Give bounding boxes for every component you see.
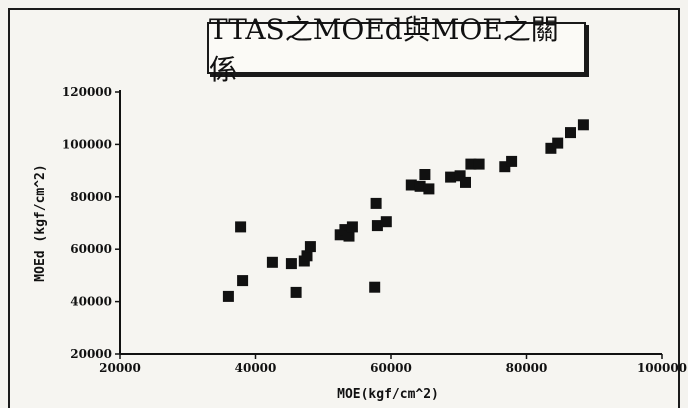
y-tick-label: 120000	[62, 85, 112, 99]
y-tick-label: 20000	[70, 347, 112, 361]
data-point	[266, 256, 278, 268]
x-tick-label: 40000	[235, 361, 277, 375]
y-tick-label: 60000	[70, 242, 112, 256]
data-point	[235, 221, 247, 233]
data-point	[545, 142, 557, 154]
data-point	[419, 169, 431, 180]
x-tick-label: 80000	[506, 361, 548, 375]
data-point	[499, 161, 511, 173]
tick-labels: 20000 40000 60000 80000 100000 20000 40000 6000…	[62, 85, 687, 375]
y-axis-label: MOEd (kgf/cm^2)	[33, 164, 48, 281]
data-point	[552, 137, 564, 149]
x-tick-label: 100000	[637, 361, 687, 375]
data-point	[304, 241, 316, 253]
data-point	[445, 171, 457, 183]
data-point	[414, 180, 426, 192]
x-tick-label: 20000	[99, 361, 141, 375]
data-point	[465, 158, 477, 170]
data-point	[369, 281, 381, 293]
data-point	[237, 275, 249, 287]
data-point	[460, 176, 471, 188]
axes	[115, 90, 663, 359]
data-point	[423, 183, 435, 195]
data-point	[473, 158, 485, 170]
data-point	[222, 290, 234, 302]
data-point	[301, 250, 313, 262]
data-point	[346, 221, 358, 233]
data-point	[506, 155, 518, 167]
data-points	[222, 119, 589, 302]
x-tick-label: 60000	[370, 361, 412, 375]
chart-title: TTAS之MOEd與MOE之關係	[207, 13, 586, 86]
data-point	[380, 216, 392, 228]
data-point	[565, 127, 576, 139]
data-point	[343, 230, 355, 242]
data-point	[285, 258, 297, 270]
data-point	[290, 286, 302, 298]
data-point	[405, 179, 417, 191]
data-point	[454, 170, 466, 182]
y-tick-label: 80000	[70, 190, 112, 204]
y-tick-label: 40000	[70, 295, 112, 309]
data-point	[370, 197, 382, 209]
data-point	[339, 224, 351, 236]
data-point	[577, 119, 589, 131]
x-axis-label: MOE(kgf/cm^2)	[337, 387, 439, 402]
data-point	[371, 220, 383, 232]
y-tick-label: 100000	[62, 137, 112, 151]
